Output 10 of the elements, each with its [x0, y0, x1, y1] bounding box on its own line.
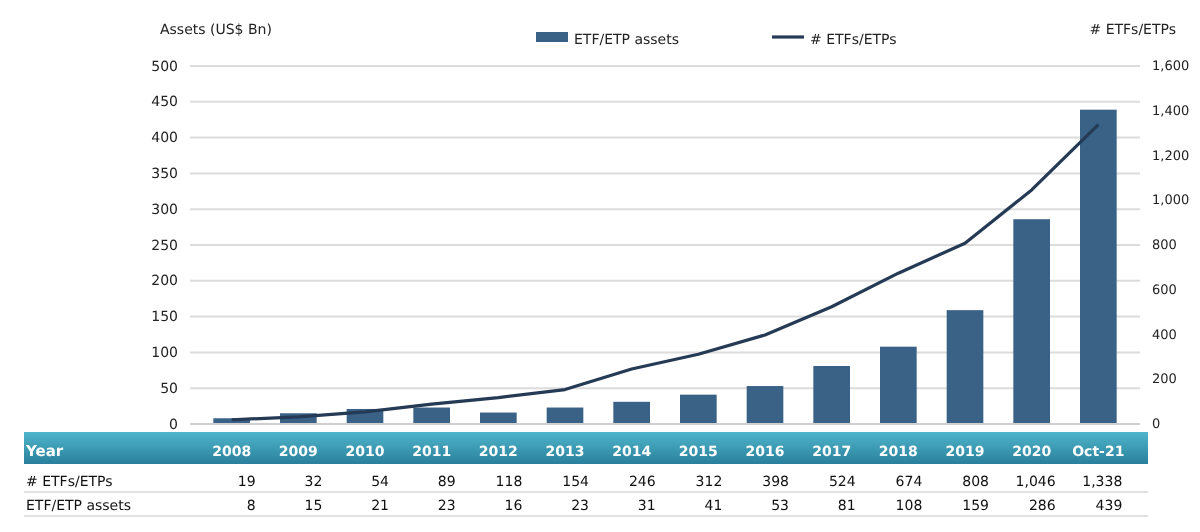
line-series [230, 123, 1100, 422]
bar [1013, 219, 1050, 424]
bar [1080, 109, 1117, 424]
bar [746, 386, 784, 424]
bar [680, 394, 717, 424]
bar [813, 366, 850, 424]
bar [413, 407, 450, 424]
bar [613, 401, 650, 424]
bar [880, 346, 917, 424]
bar [946, 310, 984, 424]
